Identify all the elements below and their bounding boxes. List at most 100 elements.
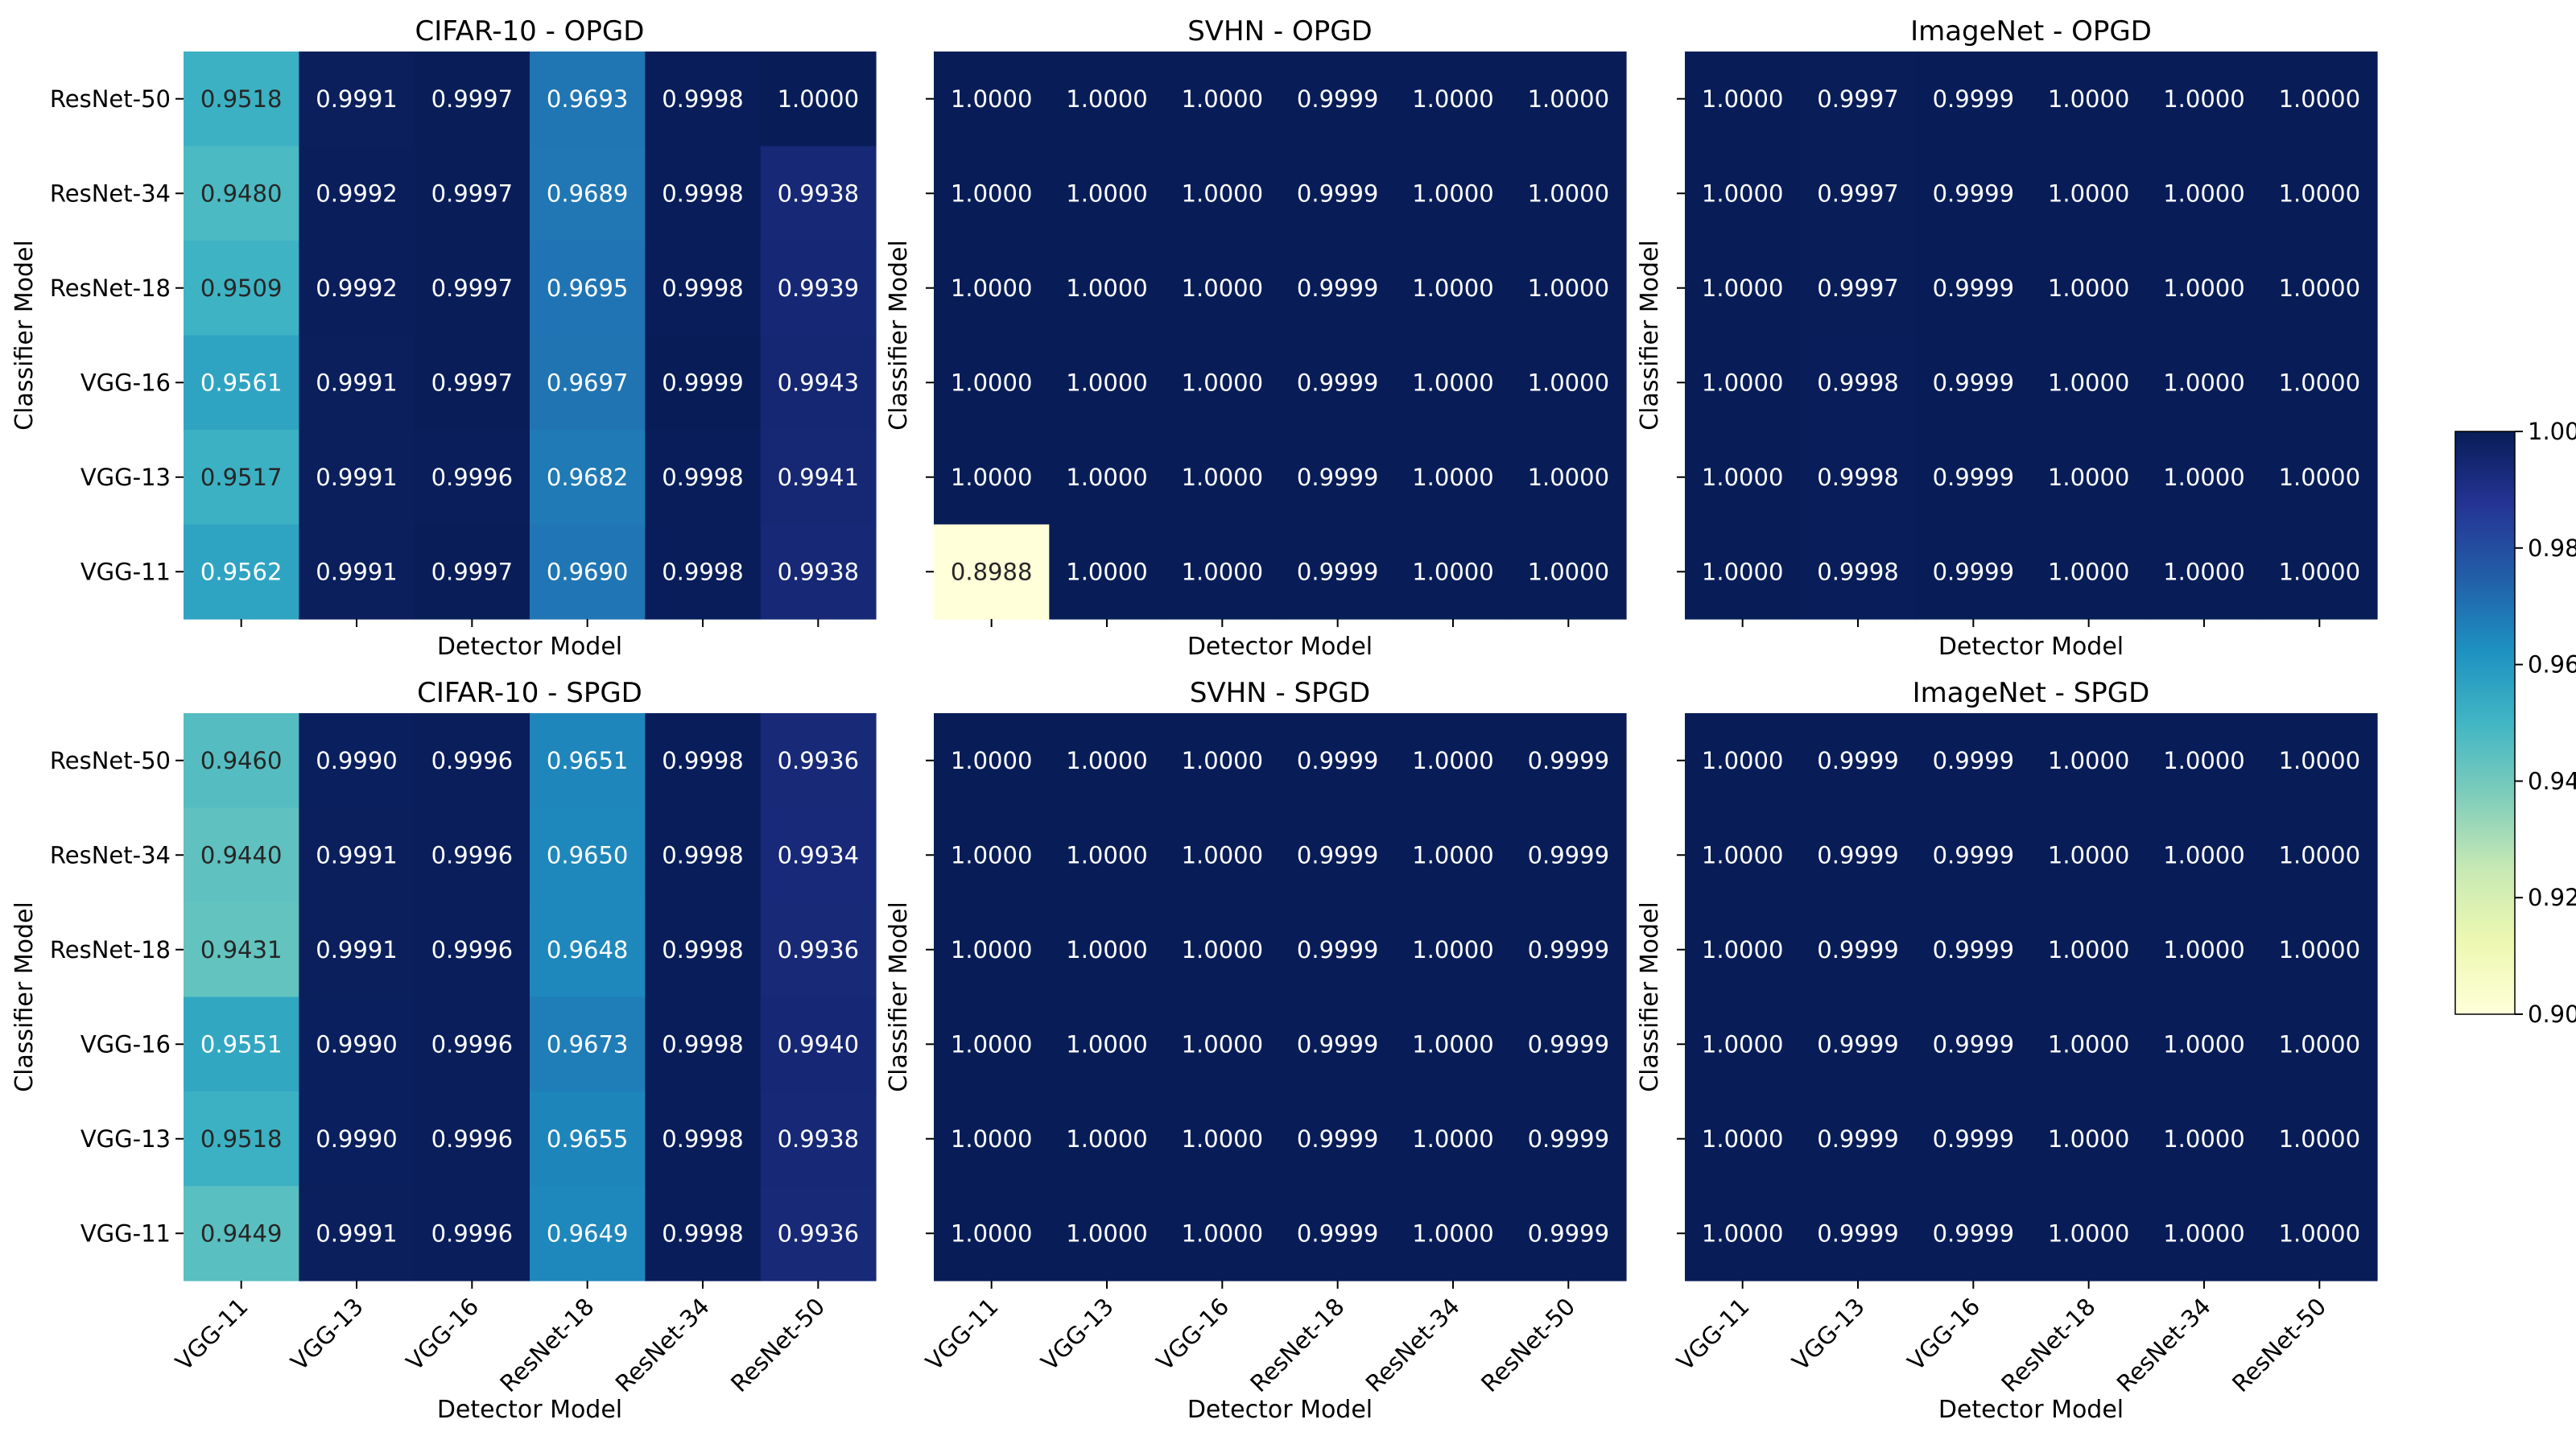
- heatmap-cell: [1510, 713, 1627, 809]
- heatmap-cell: [299, 430, 415, 526]
- cell-value-label: 0.9999: [1297, 558, 1378, 585]
- cell-value-label: 0.9655: [547, 1125, 628, 1153]
- cell-value-label: 1.0000: [1066, 936, 1147, 964]
- heatmap-cell: [1049, 997, 1166, 1092]
- heatmap-cell: [1164, 1091, 1281, 1187]
- x-tick-label: VGG-16: [1151, 1293, 1234, 1376]
- cell-value-label: 1.0000: [1182, 274, 1263, 302]
- cell-value-label: 1.0000: [2163, 558, 2244, 585]
- heatmap-cell: [1395, 807, 1512, 903]
- cell-value-label: 1.0000: [1066, 1219, 1147, 1247]
- heatmap-panel: ImageNet - OPGD 1.0000 0.9997 0.9999 1.0000 1…: [1636, 15, 2378, 661]
- heatmap-cell: [645, 430, 762, 526]
- cell-value-label: 0.9509: [200, 274, 282, 302]
- heatmap-cell: [1279, 902, 1396, 998]
- cell-value-label: 1.0000: [1702, 274, 1783, 302]
- cell-value-label: 0.9999: [1933, 936, 2014, 964]
- x-tick-label: ResNet-50: [725, 1293, 830, 1397]
- heatmap-cell: [1395, 902, 1512, 998]
- heatmap-cell: [529, 713, 646, 809]
- cell-value-label: 1.0000: [951, 936, 1032, 964]
- heatmap-cell: [1164, 430, 1281, 526]
- heatmap-cell: [645, 146, 762, 241]
- heatmap-cell: [2030, 902, 2147, 998]
- cell-value-label: 0.9939: [778, 274, 859, 302]
- x-tick-label: VGG-13: [1036, 1293, 1119, 1376]
- cell-value-label: 1.0000: [951, 180, 1032, 207]
- heatmap-cell: [1049, 1091, 1166, 1187]
- heatmap-cell: [1915, 146, 2032, 241]
- heatmap-cell: [2030, 1091, 2147, 1187]
- cell-value-label: 0.9992: [316, 180, 397, 207]
- cell-value-label: 0.9999: [1933, 1219, 2014, 1247]
- heatmap-cell: [414, 902, 530, 998]
- cell-value-label: 0.9999: [1528, 747, 1609, 774]
- cell-value-label: 0.9998: [662, 936, 743, 964]
- cell-value-label: 1.0000: [1182, 936, 1263, 964]
- heatmap-panel: ImageNet - SPGD 1.0000 0.9999 0.9999 1.0000 1…: [1636, 677, 2378, 1424]
- x-axis-label: Detector Model: [1187, 1396, 1373, 1424]
- heatmap-cell: [529, 1186, 646, 1281]
- heatmap-cell: [299, 1186, 415, 1281]
- cell-value-label: 0.9996: [431, 936, 513, 964]
- heatmap-cell: [1685, 1091, 1801, 1187]
- heatmap-cell: [1279, 1186, 1396, 1281]
- cell-value-label: 1.0000: [1066, 369, 1147, 396]
- heatmap-cell: [2146, 1091, 2263, 1187]
- colorbar: 0.90 0.92 0.94 0.96 0.98 1.00: [2454, 418, 2576, 1028]
- heatmap-cell: [184, 713, 299, 809]
- heatmap-cell: [2146, 146, 2263, 241]
- heatmap-cell: [760, 335, 877, 431]
- heatmap-cell: [1510, 807, 1627, 903]
- cell-value-label: 1.0000: [1066, 274, 1147, 302]
- cell-value-label: 1.0000: [1066, 85, 1147, 113]
- heatmap-cell: [760, 241, 877, 336]
- cell-value-label: 1.0000: [1182, 747, 1263, 774]
- y-tick-label: VGG-16: [80, 369, 171, 396]
- y-tick-label: ResNet-18: [50, 274, 171, 302]
- cell-value-label: 1.0000: [1412, 85, 1493, 113]
- x-tick-label: VGG-11: [170, 1293, 253, 1376]
- heatmap-cell: [414, 430, 530, 526]
- cell-value-label: 1.0000: [2048, 1125, 2129, 1153]
- cell-value-label: 1.0000: [951, 369, 1032, 396]
- heatmap-cell: [529, 524, 646, 620]
- cell-value-label: 0.9997: [1817, 274, 1898, 302]
- heatmap-cell: [1800, 807, 1917, 903]
- cell-value-label: 1.0000: [2279, 464, 2360, 491]
- colorbar-tick-label: 0.94: [2528, 767, 2576, 794]
- x-axis-label: Detector Model: [1938, 1396, 2124, 1424]
- heatmap-cell: [1279, 1091, 1396, 1187]
- x-tick-label: VGG-11: [1671, 1293, 1754, 1376]
- cell-value-label: 0.9999: [1933, 1125, 2014, 1153]
- cell-value-label: 0.9997: [431, 85, 513, 113]
- heatmap-cell: [1685, 807, 1801, 903]
- heatmap-cell: [2261, 713, 2378, 809]
- heatmap-cell: [934, 335, 1050, 431]
- heatmap-cell: [2261, 807, 2378, 903]
- cell-value-label: 0.9998: [662, 464, 743, 491]
- heatmap-cell: [1279, 335, 1396, 431]
- cell-value-label: 0.9999: [1297, 936, 1378, 964]
- y-tick-label: ResNet-50: [50, 85, 171, 113]
- y-axis-label: Classifier Model: [885, 902, 913, 1092]
- heatmap-cell: [760, 430, 877, 526]
- x-tick-label: ResNet-34: [610, 1293, 715, 1397]
- cell-value-label: 1.0000: [2163, 1219, 2244, 1247]
- cell-value-label: 1.0000: [1066, 841, 1147, 869]
- cell-value-label: 1.0000: [2163, 1125, 2244, 1153]
- heatmap-cell: [184, 241, 299, 336]
- cell-value-label: 1.0000: [1412, 274, 1493, 302]
- cell-value-label: 0.9998: [662, 841, 743, 869]
- cell-value-label: 1.0000: [2163, 1030, 2244, 1058]
- cell-value-label: 0.9999: [1817, 1219, 1898, 1247]
- x-axis-label: Detector Model: [437, 1396, 622, 1424]
- heatmap-cell: [1915, 997, 2032, 1092]
- heatmap-cell: [414, 1186, 530, 1281]
- heatmap-cell: [414, 1091, 530, 1187]
- heatmap-panel: CIFAR-10 - OPGD 0.9518 0.9991 0.9997 0.9693 0…: [10, 15, 877, 661]
- cell-value-label: 0.9998: [1817, 558, 1898, 585]
- heatmap-cell: [2261, 1091, 2378, 1187]
- heatmap-cell: [1049, 902, 1166, 998]
- heatmap-cell: [2030, 713, 2147, 809]
